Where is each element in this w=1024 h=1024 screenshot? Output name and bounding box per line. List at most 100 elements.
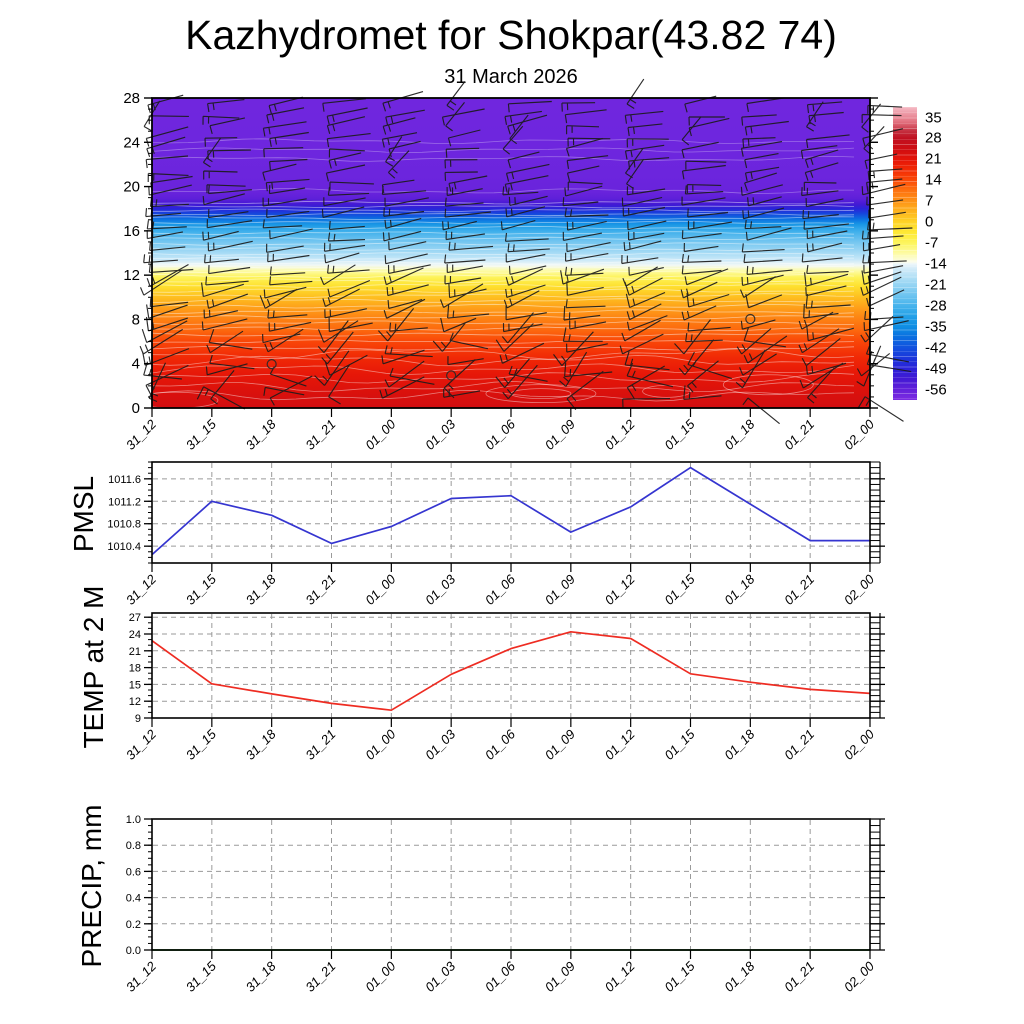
xsec-y-tick-label: 24: [123, 134, 140, 151]
wind-barb: [208, 329, 253, 350]
wind-barb: [866, 196, 904, 206]
contour-line: [152, 247, 855, 251]
time-tick-label: 31_12: [123, 416, 160, 453]
wind-barb: [204, 137, 238, 147]
wind-barb: [685, 333, 723, 343]
time-tick-label: 01_06: [482, 726, 519, 763]
time-tick-label: 01_15: [661, 958, 698, 995]
wind-barb: [626, 365, 665, 400]
contour-line: [152, 354, 855, 367]
wind-barb: [505, 206, 546, 218]
wind-barb: [447, 304, 490, 319]
time-tick-label: 01_03: [422, 416, 459, 453]
contour-loop: [485, 384, 597, 404]
colorbar-tick-label: -21: [925, 276, 947, 294]
xsec-y-tick-label: 0: [132, 400, 140, 417]
wind-barb: [687, 360, 719, 393]
time-tick-label: 31_15: [183, 571, 220, 608]
time-tick-label: 31_18: [243, 726, 280, 763]
time-tick-label: 02_00: [841, 958, 878, 995]
wind-barb: [742, 397, 780, 425]
contour-line: [152, 288, 855, 293]
wind-barb: [432, 322, 466, 352]
wind-barb: [626, 303, 662, 321]
wind-barb: [202, 193, 245, 206]
wind-barb: [321, 331, 354, 365]
wind-barb: [741, 274, 784, 286]
time-tick-label: 31_15: [183, 416, 220, 453]
contour-line: [152, 298, 855, 303]
wind-barb: [687, 351, 732, 380]
wind-barb: [447, 129, 481, 147]
time-tick-label: 01_12: [602, 958, 639, 995]
wind-barb: [622, 206, 666, 217]
wind-barb: [382, 230, 422, 242]
wind-barb: [268, 321, 312, 332]
contour-line: [152, 273, 855, 279]
y-tick-label: 0.4: [126, 893, 141, 905]
wind-barb: [861, 103, 882, 133]
time-tick-label: 31_21: [302, 572, 338, 608]
wind-barb: [446, 186, 483, 197]
contour-line: [152, 372, 855, 384]
wind-barb: [735, 349, 766, 389]
wind-barb: [201, 282, 244, 298]
time-tick-label: 01_09: [542, 727, 578, 763]
wind-barb: [867, 168, 903, 181]
wind-barb: [210, 370, 235, 405]
wind-barb: [681, 305, 717, 321]
wind-barb: [805, 285, 847, 297]
time-tick-label: 01_18: [721, 571, 758, 608]
wind-barb: [388, 241, 427, 251]
wind-barb: [384, 345, 433, 358]
wind-barb: [502, 323, 543, 333]
wind-barb: [745, 227, 792, 241]
wind-barb: [202, 115, 240, 125]
wind-barb: [626, 78, 645, 109]
wind-barb: [262, 197, 307, 207]
wind-barb: [856, 345, 882, 387]
wind-barb: [802, 209, 839, 220]
colorbar-labels: 35 28 21 14 7 0 -7 -14 -21 -28 -35 -42 -49 -56: [925, 107, 985, 400]
wind-barb: [325, 164, 366, 182]
wind-barb: [681, 141, 719, 159]
wind-barb: [862, 242, 901, 252]
xsec-y-tick-label: 12: [123, 267, 140, 284]
wind-barb: [148, 184, 192, 196]
wind-barb: [265, 178, 310, 192]
contour-line: [152, 242, 855, 246]
contour-line: [152, 204, 855, 209]
wind-barb: [678, 339, 715, 376]
wind-barb: [566, 125, 600, 135]
wind-barb: [681, 230, 722, 240]
wind-barb: [328, 364, 351, 405]
wind-barb: [621, 254, 659, 265]
wind-barb: [145, 364, 189, 398]
wind-barb: [741, 114, 777, 126]
wind-barb: [860, 276, 902, 296]
wind-barb: [743, 335, 788, 364]
wind-barb: [625, 291, 666, 309]
wind-barb: [507, 243, 550, 253]
wind-barb: [317, 320, 359, 343]
wind-barb: [861, 230, 904, 240]
wind-barb: [206, 330, 244, 354]
wind-barb: [389, 367, 435, 385]
wind-barb: [328, 152, 362, 169]
xsec-y-tick-label: 4: [132, 356, 140, 373]
wind-barb: [681, 265, 722, 275]
wind-barb: [267, 309, 308, 319]
wind-barb: [624, 277, 663, 296]
wind-barb: [505, 284, 546, 298]
wind-barb: [206, 293, 248, 309]
wind-barb: [387, 264, 431, 274]
time-tick-label: 01_21: [781, 959, 817, 995]
wind-barb: [381, 349, 425, 365]
wind-barb: [317, 320, 349, 353]
wind-barb: [566, 343, 608, 353]
colorbar-tick-label: -35: [925, 318, 947, 336]
wind-barb: [746, 97, 785, 113]
colorbar: [893, 107, 917, 400]
colorbar-tick-label: -14: [925, 255, 947, 273]
